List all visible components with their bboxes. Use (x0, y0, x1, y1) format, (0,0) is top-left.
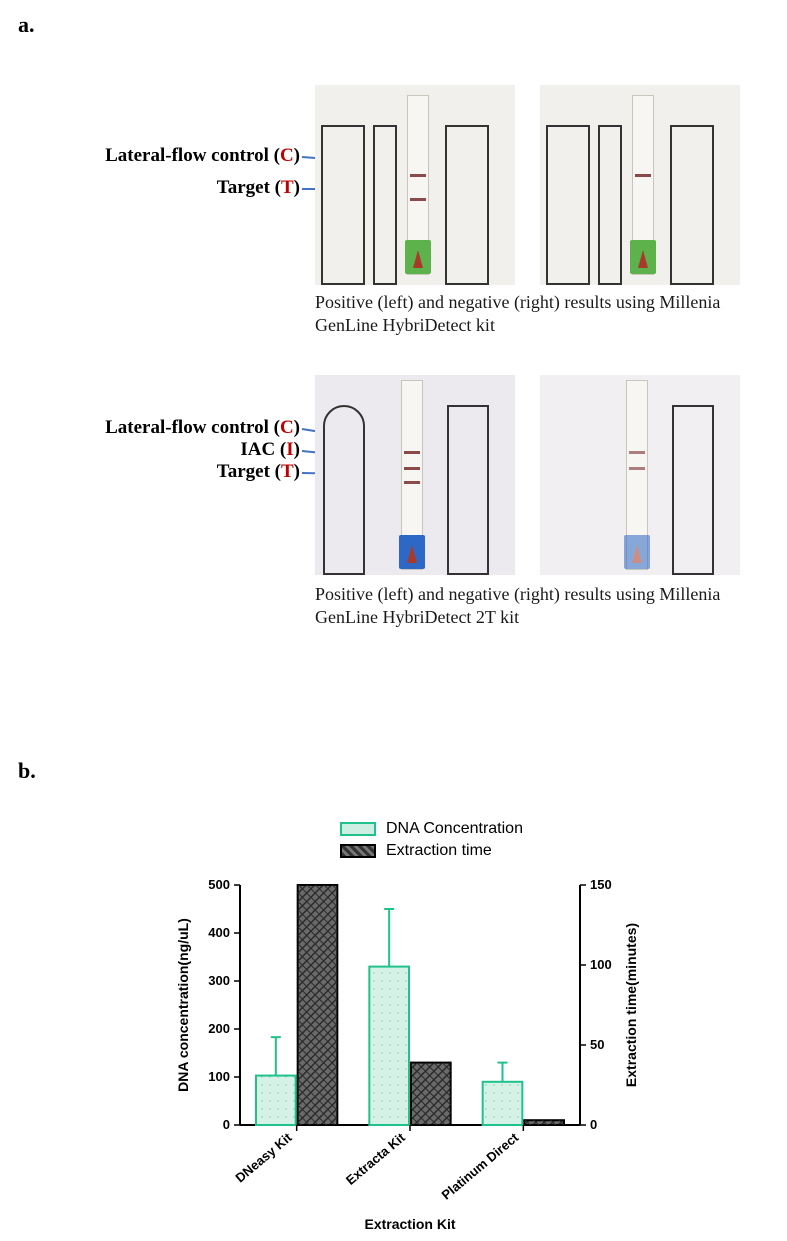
anno-target-bot: Target (T) (0, 461, 300, 483)
legend-swatch-time (340, 844, 376, 858)
legend-swatch-dna (340, 822, 376, 836)
lf-strip (632, 95, 654, 275)
svg-text:Extraction Kit: Extraction Kit (364, 1216, 455, 1232)
svg-text:50: 50 (590, 1037, 604, 1052)
svg-text:0: 0 (223, 1117, 230, 1132)
svg-text:150: 150 (590, 877, 612, 892)
panel-b-chart: DNA Concentration Extraction time 010020… (170, 825, 650, 1235)
code: T (281, 461, 294, 482)
panel-a-label: a. (18, 12, 35, 38)
strip-card-top-left (315, 85, 515, 285)
svg-text:200: 200 (208, 1021, 230, 1036)
lf-strip-2t (626, 380, 648, 570)
chart-legend: DNA Concentration Extraction time (340, 820, 523, 864)
svg-text:100: 100 (590, 957, 612, 972)
txt: IAC ( (240, 439, 286, 460)
strip-card-top-right (540, 85, 740, 285)
svg-text:300: 300 (208, 973, 230, 988)
strip-card-bot-left (315, 375, 515, 575)
lf-strip (407, 95, 429, 275)
legend-time-text: Extraction time (386, 842, 492, 860)
close: ) (294, 439, 300, 460)
svg-text:500: 500 (208, 877, 230, 892)
legend-dna-text: DNA Concentration (386, 820, 523, 838)
svg-text:Platinum Direct: Platinum Direct (439, 1129, 522, 1202)
panel-b-label: b. (18, 758, 36, 784)
svg-text:Extraction time(minutes): Extraction time(minutes) (623, 923, 639, 1087)
txt: Target ( (217, 461, 281, 482)
strip-card-bot-right (540, 375, 740, 575)
chart-svg: 0 100 200 300 400 500 0 50 100 150 DNA concentrati… (170, 825, 650, 1235)
code: C (280, 417, 294, 438)
svg-text:DNA concentration(ng/uL): DNA concentration(ng/uL) (175, 918, 191, 1092)
svg-text:0: 0 (590, 1117, 597, 1132)
anno-iac-bot: IAC (I) (0, 439, 300, 461)
caption-top: Positive (left) and negative (right) res… (315, 291, 735, 338)
caption-bot: Positive (left) and negative (right) res… (315, 583, 735, 630)
svg-text:Extracta Kit: Extracta Kit (343, 1129, 409, 1187)
lf-strip-2t (401, 380, 423, 570)
anno-control-bot: Lateral-flow control (C) (0, 417, 300, 439)
svg-text:400: 400 (208, 925, 230, 940)
code: I (286, 439, 293, 460)
close: ) (294, 461, 300, 482)
txt: Lateral-flow control ( (105, 417, 280, 438)
svg-text:100: 100 (208, 1069, 230, 1084)
close: ) (294, 417, 300, 438)
svg-text:DNeasy Kit: DNeasy Kit (232, 1129, 295, 1185)
